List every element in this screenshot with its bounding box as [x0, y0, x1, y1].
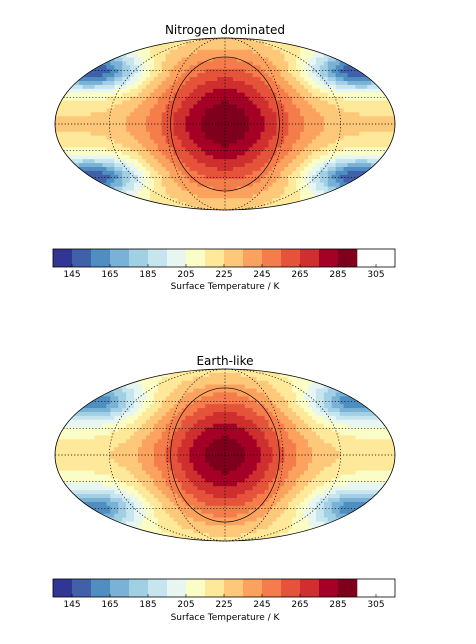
colorbar-tick-label: 245	[253, 270, 270, 280]
colorbar-swatch	[129, 579, 149, 597]
panel-nitrogen: Nitrogen dominated 145 165 185 205 225 245 265…	[52, 23, 396, 292]
colorbar-swatch	[205, 249, 225, 267]
temperature-map	[54, 37, 396, 211]
colorbar-swatch	[186, 579, 206, 597]
colorbar-swatch	[110, 579, 130, 597]
colorbar-swatch	[243, 249, 263, 267]
colorbar-tick-label: 145	[63, 600, 80, 610]
colorbar-swatch	[243, 579, 263, 597]
colorbar-tick-label: 245	[253, 600, 270, 610]
colorbar-tick-label: 205	[177, 270, 194, 280]
colorbar-swatch	[262, 579, 282, 597]
colorbar-swatch	[338, 579, 358, 597]
colorbar-swatch	[167, 579, 187, 597]
colorbar-swatch	[53, 579, 73, 597]
map-title: Nitrogen dominated	[165, 23, 285, 37]
colorbar-tick-label: 225	[215, 270, 232, 280]
graticule	[55, 37, 395, 211]
colorbar-tick-label: 205	[177, 600, 194, 610]
temperature-map	[54, 368, 396, 542]
meridian-line	[166, 37, 284, 211]
colorbar-ticks: 145 165 185 205 225 245 265 285 305	[63, 264, 385, 280]
colorbar-swatch	[224, 579, 244, 597]
colorbar-swatch	[224, 249, 244, 267]
colorbar-swatch	[72, 579, 92, 597]
colorbar-swatch	[319, 249, 339, 267]
colorbar-label: Surface Temperature / K	[171, 282, 281, 292]
colorbar-swatch	[110, 249, 130, 267]
map-outline	[54, 368, 396, 542]
colorbar-tick-label: 145	[63, 270, 80, 280]
colorbar-tick-label: 285	[329, 270, 346, 280]
colorbar-swatch	[72, 249, 92, 267]
colorbar-swatch	[338, 249, 358, 267]
colorbar-swatch	[262, 249, 282, 267]
colorbar-swatch	[205, 579, 225, 597]
colorbar-tick-label: 265	[291, 600, 308, 610]
colorbar-tick-label: 285	[329, 600, 346, 610]
panel-earth-like: Earth-like 145 165 185 205 225 245 265 285 305 S…	[52, 354, 396, 623]
colorbar-swatch	[167, 249, 187, 267]
colorbar: 145 165 185 205 225 245 265 285 305 Surface Temp…	[52, 578, 396, 623]
colorbar-tick-label: 185	[139, 270, 156, 280]
colorbar-swatch	[300, 579, 320, 597]
colorbar-swatch	[300, 249, 320, 267]
colorbar-swatch	[186, 249, 206, 267]
colorbar-tick-label: 225	[215, 600, 232, 610]
colorbar-swatch	[148, 579, 168, 597]
colorbar-ticks: 145 165 185 205 225 245 265 285 305	[63, 594, 385, 610]
colorbar-tick-label: 165	[101, 600, 118, 610]
colorbar-swatches	[53, 249, 358, 267]
colorbar-swatch	[91, 249, 111, 267]
colorbar-swatch	[281, 579, 301, 597]
colorbar-label: Surface Temperature / K	[171, 613, 281, 623]
colorbar-swatch	[129, 249, 149, 267]
colorbar-tick-label: 305	[367, 600, 384, 610]
colorbar-tick-label: 185	[139, 600, 156, 610]
colorbar-tick-label: 165	[101, 270, 118, 280]
meridian-line	[166, 368, 284, 542]
colorbar-swatch	[281, 249, 301, 267]
colorbar: 145 165 185 205 225 245 265 285 305 Surface Temp…	[52, 248, 396, 292]
colorbar-swatch	[148, 249, 168, 267]
colorbar-swatch	[53, 249, 73, 267]
colorbar-swatches	[53, 579, 358, 597]
colorbar-tick-label: 265	[291, 270, 308, 280]
colorbar-tick-label: 305	[367, 270, 384, 280]
colorbar-swatch	[319, 579, 339, 597]
map-outline	[54, 37, 396, 211]
map-title: Earth-like	[196, 354, 253, 368]
colorbar-swatch	[91, 579, 111, 597]
